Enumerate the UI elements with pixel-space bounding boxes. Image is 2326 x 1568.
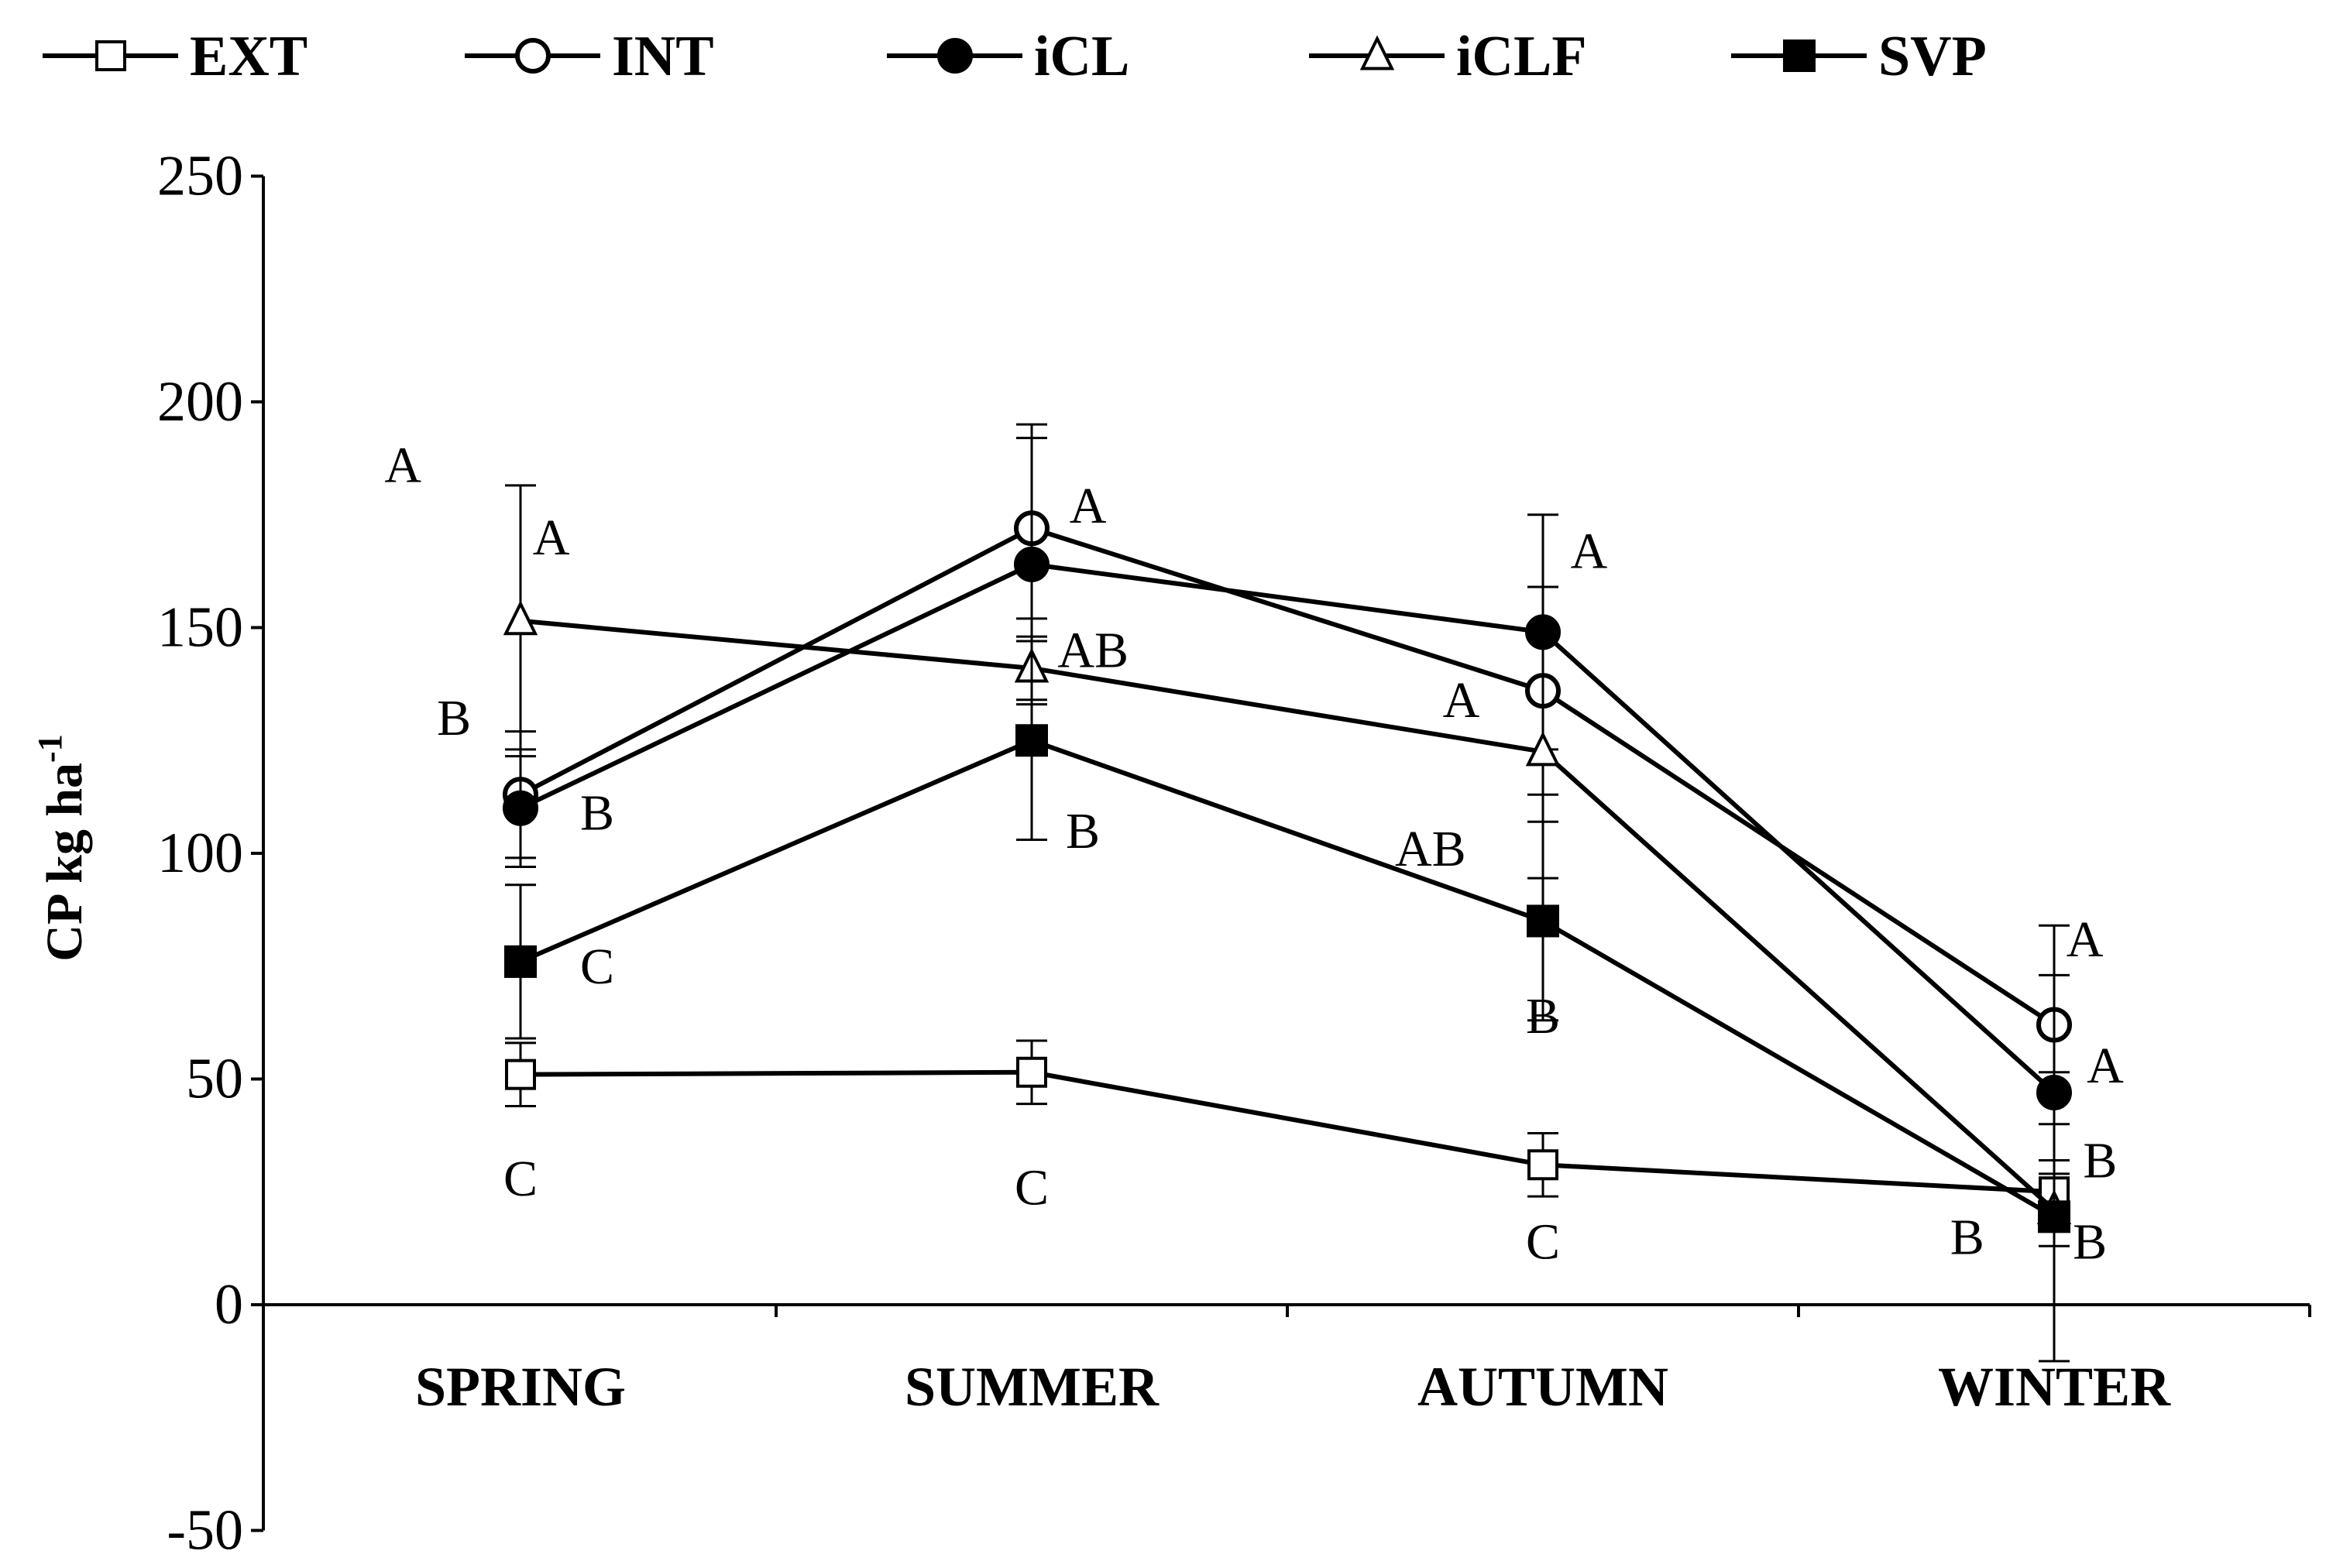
y-tick-label: 200 (157, 370, 243, 434)
y-tick-label: 100 (157, 822, 243, 885)
series-INT (503, 437, 2072, 1126)
significance-letter: A (2067, 911, 2104, 968)
data-point (2038, 1200, 2070, 1233)
legend-label: SVP (1878, 25, 1987, 88)
significance-letter: B (580, 785, 614, 842)
legend-marker-open-triangle (1359, 35, 1395, 70)
significance-letter: C (503, 1151, 538, 1207)
significance-letter: AB (1057, 623, 1129, 679)
legend-marker-open-circle (515, 38, 551, 74)
legend: EXT INT iCL iCLF SVP (43, 25, 1987, 88)
data-point (1014, 546, 1050, 582)
series-line (519, 526, 2056, 1028)
series-EXT (505, 1039, 2070, 1225)
legend-label: iCL (1034, 25, 1129, 88)
significance-letter: A (533, 510, 570, 566)
significance-letter: C (1015, 1159, 1049, 1216)
y-tick-label: 0 (215, 1273, 243, 1336)
y-tick-label: -50 (167, 1499, 243, 1563)
significance-letter: B (437, 690, 471, 746)
significance-letter: B (1066, 803, 1100, 859)
significance-letter: A (1443, 672, 1480, 729)
data-point (1527, 1149, 1558, 1181)
x-category-label: WINTER (1938, 1356, 2171, 1418)
significance-letter: B (1526, 988, 1560, 1045)
data-point (503, 790, 538, 826)
legend-label: iCLF (1456, 25, 1587, 88)
legend-label: INT (612, 25, 714, 88)
legend-label: EXT (190, 25, 307, 88)
legend-marker-filled-square (1783, 39, 1816, 72)
significance-letter: A (1571, 523, 1608, 579)
series-line (520, 618, 2056, 1212)
data-point (1527, 904, 1559, 938)
significance-letter: C (1526, 1213, 1560, 1270)
significance-letter: A (1070, 478, 1107, 534)
legend-marker-filled-circle (937, 38, 973, 74)
data-point (1525, 731, 1561, 767)
y-axis-title: CP kg ha-1 (31, 734, 93, 961)
y-tick-label: 150 (157, 596, 243, 660)
axes: -50 0 50 100 150 200 250 SPRING SUMMER AUTUMN WINT… (31, 145, 2311, 1563)
series-layer (503, 423, 2072, 1363)
significance-letter: A (384, 437, 421, 494)
data-point (1015, 724, 1048, 757)
series-SVP (504, 640, 2070, 1363)
y-axis-title-superscript: -1 (31, 734, 69, 763)
significance-letter: B (2073, 1213, 2107, 1270)
significance-letter: B (2083, 1132, 2117, 1189)
series-line (519, 561, 2056, 1095)
data-point (504, 945, 537, 978)
significance-letter: C (580, 938, 614, 995)
x-category-label: SPRING (415, 1356, 626, 1418)
x-category-label: AUTUMN (1417, 1356, 1668, 1418)
significance-letter: A (2087, 1038, 2124, 1094)
data-point (503, 600, 538, 636)
significance-letter: B (1950, 1209, 1984, 1266)
x-category-label: SUMMER (905, 1356, 1160, 1418)
data-point (1016, 1056, 1047, 1088)
data-point (505, 1058, 536, 1090)
y-tick-label: 50 (186, 1048, 243, 1111)
legend-marker-open-square (95, 40, 126, 71)
significance-letter: AB (1395, 821, 1466, 877)
y-tick-label: 250 (157, 145, 243, 208)
series-line (520, 1069, 2055, 1195)
series-line (519, 738, 2056, 1219)
